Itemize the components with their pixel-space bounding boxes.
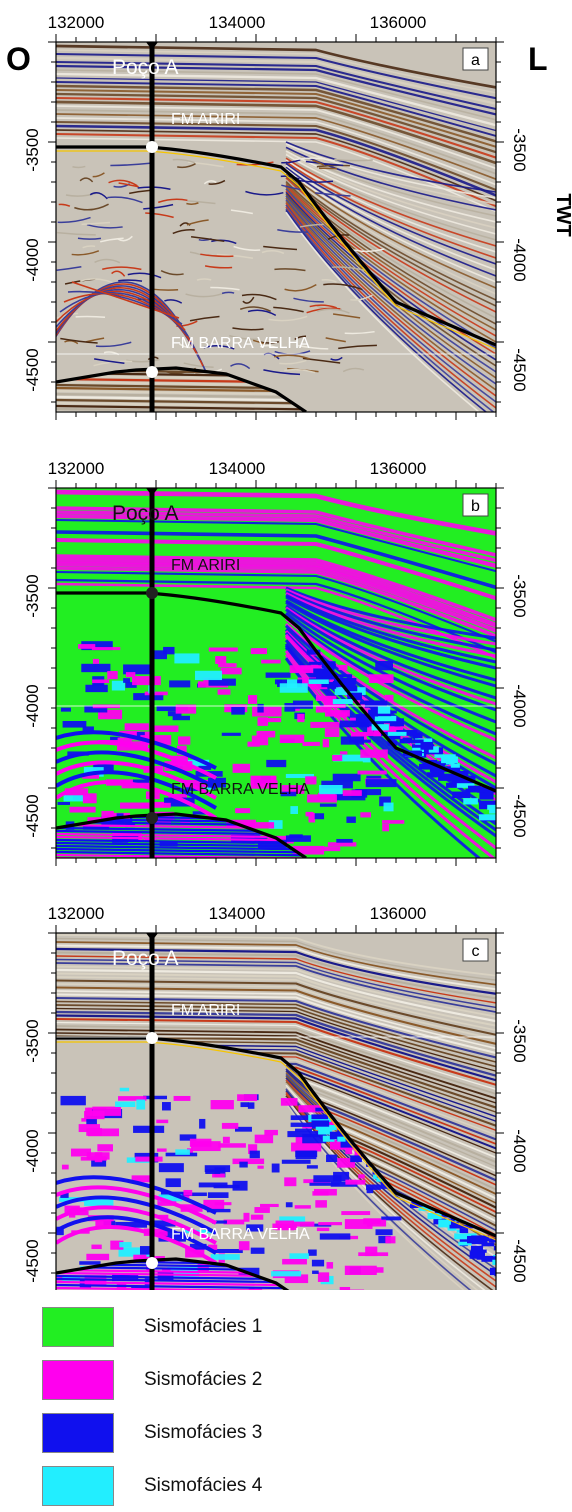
- west-orientation-label: O: [6, 41, 31, 77]
- y-tick-label-left: -4500: [23, 794, 42, 837]
- x-tick-label: 136000: [370, 459, 427, 478]
- twt-axis-title: TWT: [552, 193, 572, 236]
- x-tick-label: 134000: [209, 13, 266, 32]
- panel-letter: c: [472, 943, 480, 960]
- legend-label: Sismofácies 3: [144, 1422, 262, 1444]
- legend-swatch: [42, 1307, 114, 1347]
- x-tick-label: 132000: [48, 459, 105, 478]
- x-tick-label: 134000: [209, 904, 266, 923]
- well-marker: [146, 1032, 158, 1044]
- well-marker: [146, 587, 158, 599]
- x-tick-label: 136000: [370, 13, 427, 32]
- legend-item: Sismofácies 4: [42, 1459, 442, 1512]
- legend-item: Sismofácies 2: [42, 1353, 442, 1406]
- legend-swatch: [42, 1360, 114, 1400]
- legend: Sismofácies 1 Sismofácies 2 Sismofácies …: [42, 1300, 442, 1512]
- legend-swatch: [42, 1413, 114, 1453]
- y-tick-label-right: -4000: [510, 238, 529, 281]
- legend-swatch: [42, 1466, 114, 1506]
- formation-label-base: FM BARRA VELHA: [171, 1226, 310, 1243]
- y-tick-label-right: -4500: [510, 794, 529, 837]
- x-tick-label: 132000: [48, 904, 105, 923]
- y-tick-label-right: -4500: [510, 348, 529, 391]
- seismic-panel-a: Poço A FM ARIRI FM BARRA VELHA a 132000 13400…: [23, 13, 529, 426]
- y-tick-label-left: -3500: [23, 1019, 42, 1062]
- y-tick-label-left: -3500: [23, 128, 42, 171]
- y-tick-label-right: -3500: [510, 1019, 529, 1062]
- legend-label: Sismofácies 2: [144, 1369, 262, 1391]
- x-tick-label: 132000: [48, 13, 105, 32]
- well-label: Poço A: [112, 502, 179, 525]
- legend-item: Sismofácies 3: [42, 1406, 442, 1459]
- well-marker: [146, 1257, 158, 1269]
- well-marker: [146, 366, 158, 378]
- panel-letter: b: [471, 498, 480, 515]
- y-tick-label-right: -3500: [510, 574, 529, 617]
- well-marker: [146, 141, 158, 153]
- x-tick-label: 136000: [370, 904, 427, 923]
- seismic-panel-b: Poço A FM ARIRI FM BARRA VELHA b 132000 13400…: [23, 459, 529, 872]
- legend-label: Sismofácies 1: [144, 1316, 262, 1338]
- legend-item: Sismofácies 1: [42, 1300, 442, 1353]
- legend-label: Sismofácies 4: [144, 1475, 262, 1497]
- formation-label-top: FM ARIRI: [171, 111, 240, 128]
- panel-letter: a: [471, 52, 480, 69]
- east-orientation-label: L: [528, 41, 548, 77]
- y-tick-label-right: -4000: [510, 1129, 529, 1172]
- formation-label-base: FM BARRA VELHA: [171, 335, 310, 352]
- x-tick-label: 134000: [209, 459, 266, 478]
- y-tick-label-right: -4000: [510, 684, 529, 727]
- seismic-figure: Poço A FM ARIRI FM BARRA VELHA a 132000 13400…: [0, 0, 572, 1290]
- y-tick-label-left: -4000: [23, 238, 42, 281]
- well-label: Poço A: [112, 947, 179, 970]
- y-tick-label-left: -4000: [23, 684, 42, 727]
- y-tick-label-left: -4000: [23, 1129, 42, 1172]
- well-label: Poço A: [112, 56, 179, 79]
- seismic-panel-c: Poço A FM ARIRI FM BARRA VELHA c 132000 13400…: [23, 904, 529, 1290]
- y-tick-label-left: -4500: [23, 348, 42, 391]
- y-tick-label-left: -3500: [23, 574, 42, 617]
- formation-label-top: FM ARIRI: [171, 557, 240, 574]
- y-tick-label-right: -4500: [510, 1239, 529, 1282]
- formation-label-top: FM ARIRI: [171, 1002, 240, 1019]
- well-marker: [146, 812, 158, 824]
- y-tick-label-right: -3500: [510, 128, 529, 171]
- formation-label-base: FM BARRA VELHA: [171, 781, 310, 798]
- y-tick-label-left: -4500: [23, 1239, 42, 1282]
